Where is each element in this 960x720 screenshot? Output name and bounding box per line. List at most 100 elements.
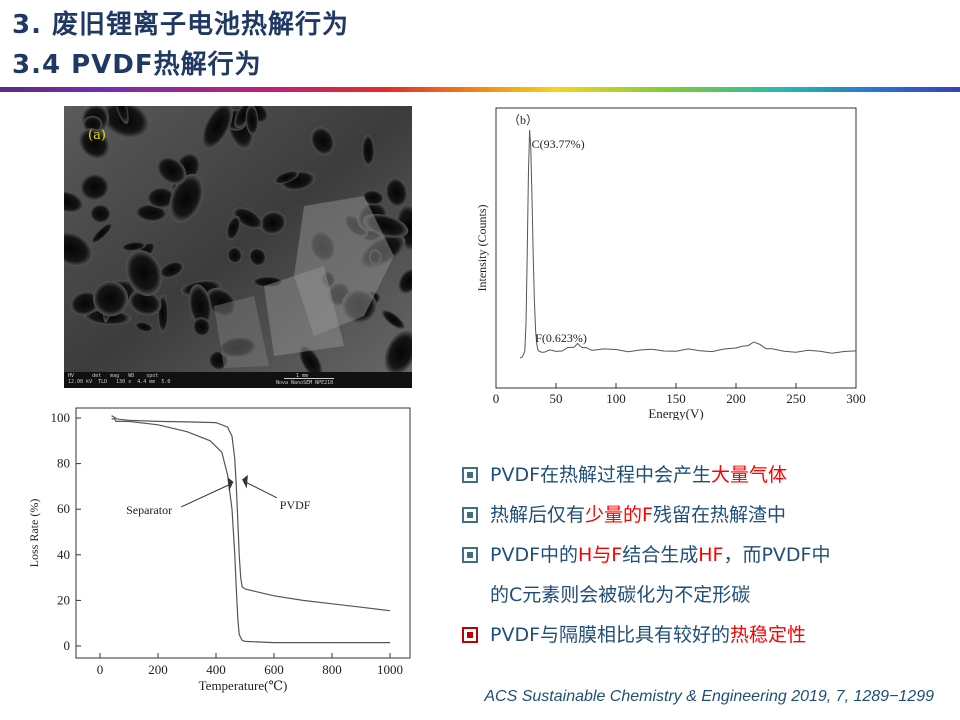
bullet-text: 残留在热解渣中 (652, 504, 786, 526)
tga-y-tick-label: 20 (57, 592, 70, 607)
sem-pore (201, 106, 233, 150)
bullet-highlight-text: 少量的F (585, 504, 653, 526)
sem-image: (a) HV det mag WD spot 12.00 kV TLD 130 x… (64, 106, 412, 388)
sem-pore (83, 115, 103, 133)
bullet-text: ，而PVDF中 (723, 544, 831, 566)
bullet-text: PVDF中的 (490, 544, 579, 566)
sem-pore (91, 222, 113, 244)
bullet-highlight-text: HF (698, 544, 724, 566)
slide-title: 3. 废旧锂离子电池热解行为 (12, 10, 350, 40)
eds-x-tick-label: 50 (550, 391, 563, 406)
sem-pore (226, 215, 241, 241)
sem-pore (80, 173, 110, 201)
bullet-item: PVDF与隔膜相比具有较好的热稳定性 (462, 615, 932, 655)
tga-y-tick-label: 0 (64, 638, 71, 653)
square-bullet-icon (462, 627, 478, 643)
eds-x-tick-label: 100 (606, 391, 626, 406)
sem-pore (64, 231, 93, 267)
sem-info-line1: HV det mag WD spot (68, 373, 159, 379)
tga-y-tick-label: 40 (57, 547, 70, 562)
square-bullet-icon (462, 547, 478, 563)
sem-pore (381, 309, 405, 330)
tga-chart: 0 200 400 600 800 1000 0 20 40 60 80 100 Temperature… (24, 404, 418, 700)
eds-panel-label: （b） (508, 113, 538, 127)
sem-texture (64, 106, 412, 388)
sem-pore (90, 204, 111, 224)
tga-separator-arrowhead (227, 477, 234, 491)
sem-pore (362, 190, 385, 206)
slide-subtitle: 3.4 PVDF热解行为 (12, 50, 262, 80)
sem-info-text: HV det mag WD spot 12.00 kV TLD 130 x 4.4… (68, 373, 170, 385)
tga-x-tick-label: 1000 (377, 662, 403, 677)
sem-pore (64, 190, 84, 213)
bullet-text: 相比具有较好的 (597, 624, 731, 646)
bullet-item: PVDF中的H与F结合生成HF，而PVDF中 (462, 535, 932, 575)
sem-pore (113, 106, 129, 124)
citation: ACS Sustainable Chemistry & Engineering … (484, 688, 934, 705)
sem-pore (134, 321, 154, 332)
tga-x-tick-label: 400 (206, 662, 226, 677)
bullet-text: 结合生成 (622, 544, 699, 566)
tga-y-tick-label: 100 (51, 410, 71, 425)
sem-pore (92, 280, 129, 317)
eds-annotation-carbon: C(93.77%) (532, 137, 585, 151)
eds-x-tick-label: 150 (666, 391, 686, 406)
bullet-list: PVDF在热解过程中会产生大量气体 热解后仅有少量的F残留在热解渣中 PVDF中的H… (462, 455, 932, 655)
sem-pore (169, 173, 204, 223)
bullet-item: 的C元素则会被碳化为不定形碳 (462, 575, 932, 615)
eds-annotation-fluorine: F(0.623%) (535, 331, 587, 345)
sem-pore (128, 290, 162, 316)
sem-pore (121, 241, 146, 251)
sem-pore (245, 106, 259, 136)
tga-x-tick-label: 800 (322, 662, 342, 677)
tga-series-pvdf (111, 415, 391, 612)
sem-panel-label: (a) (88, 128, 106, 143)
sem-pore (146, 187, 176, 209)
sem-pore (310, 126, 335, 156)
sem-scale-label: 1 mm (296, 373, 309, 379)
bullet-text: PVDF在热解过程中会产生 (490, 464, 712, 486)
eds-y-axis-label: Intensity (Counts) (475, 205, 489, 292)
sem-pore (385, 177, 408, 208)
tga-y-tick-label: 80 (57, 456, 70, 471)
sem-pore (227, 246, 243, 264)
sem-pore (248, 247, 267, 267)
sem-scale-bar (284, 378, 334, 379)
sem-pore (384, 330, 412, 375)
eds-spectrum-svg: 0 50 100 150 200 250 300 Energy(V) Intensity (Co… (475, 107, 866, 421)
sem-pore (159, 261, 184, 279)
bullet-highlight-text: H与F (578, 544, 623, 566)
sem-pore (298, 345, 323, 379)
sem-pore (362, 134, 375, 167)
eds-x-tick-label: 250 (786, 391, 806, 406)
tga-pvdf-arrow (244, 481, 278, 499)
bullet-highlight-text: 热稳定性 (730, 624, 807, 646)
tga-x-tick-label: 200 (148, 662, 168, 677)
sem-pore (192, 317, 211, 337)
tga-x-tick-label: 600 (264, 662, 284, 677)
sem-pore (79, 128, 110, 159)
rainbow-divider (0, 87, 960, 92)
tga-annotation-separator: Separator (126, 503, 172, 517)
tga-x-axis-label: Temperature(℃) (199, 678, 288, 693)
eds-spectrum-chart: 0 50 100 150 200 250 300 Energy(V) Intensity (Co… (470, 102, 870, 421)
sem-pore (398, 268, 412, 294)
tga-svg: 0 200 400 600 800 1000 0 20 40 60 80 100 Temperature… (27, 407, 411, 693)
sem-pore (252, 276, 284, 288)
tga-y-axis-label: Loss Rate (%) (27, 499, 41, 568)
tga-series-separator (111, 417, 390, 644)
sem-pore (259, 211, 287, 235)
square-bullet-icon (462, 507, 478, 523)
sem-pore (135, 204, 168, 222)
sem-pore (232, 207, 263, 229)
square-bullet-icon (462, 467, 478, 483)
sem-pore (156, 156, 187, 185)
bullet-item: PVDF在热解过程中会产生大量气体 (462, 455, 932, 495)
sem-info-bar: HV det mag WD spot 12.00 kV TLD 130 x 4.4… (64, 372, 412, 388)
tga-pvdf-arrowhead (242, 475, 248, 489)
eds-x-tick-label: 300 (846, 391, 866, 406)
eds-x-tick-label: 200 (726, 391, 746, 406)
tga-separator-arrow (180, 483, 231, 508)
bullet-item: 热解后仅有少量的F残留在热解渣中 (462, 495, 932, 535)
tga-annotation-pvdf: PVDF (280, 498, 311, 512)
